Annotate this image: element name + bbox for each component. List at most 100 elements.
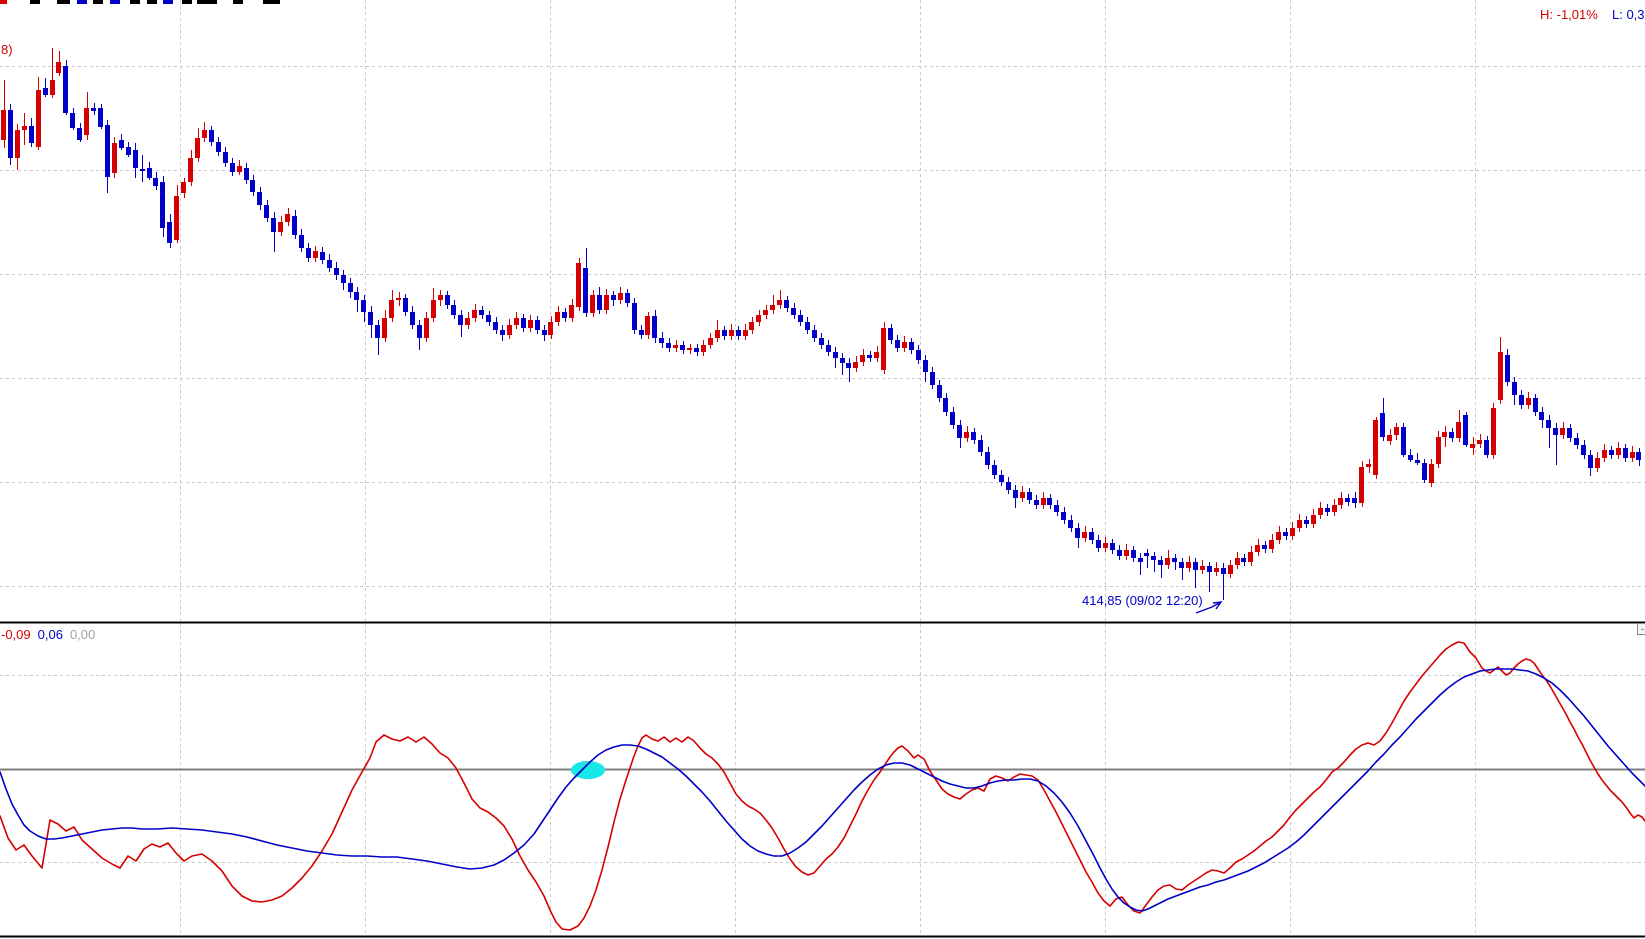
candle (361, 295, 366, 322)
candle (202, 122, 207, 142)
candle (722, 326, 727, 340)
candle (562, 308, 567, 322)
panel-collapse-button[interactable]: - (1637, 623, 1645, 635)
candle (299, 229, 304, 252)
candle (382, 310, 387, 342)
candle (1179, 558, 1184, 580)
candle (860, 349, 865, 366)
candle-body (1345, 498, 1350, 502)
candle-body (56, 62, 61, 73)
candle-body (1387, 435, 1392, 441)
candle-body (160, 182, 165, 228)
signal-value: 0,06 (37, 627, 63, 642)
candle-body (1422, 463, 1427, 480)
candle (334, 262, 339, 280)
candle-body (1366, 464, 1371, 467)
candle (1193, 558, 1198, 588)
candle (1248, 546, 1253, 566)
candle-body (1595, 458, 1600, 468)
candle-body (937, 385, 942, 398)
candle-body (1449, 432, 1454, 438)
candle (1519, 390, 1524, 409)
candle-body (909, 342, 914, 350)
candle-body (320, 252, 325, 260)
candle-body (1546, 420, 1551, 428)
candle (729, 324, 734, 340)
candle-body (1436, 437, 1441, 464)
candle-body (63, 66, 68, 113)
clipped-title-tail: 8) (1, 42, 13, 57)
candle (1630, 446, 1635, 462)
candle-body (853, 362, 858, 368)
candle-body (1089, 532, 1094, 540)
candle-body (1041, 498, 1046, 505)
candle (1255, 539, 1260, 556)
candle-body (1, 110, 6, 140)
candle-body (112, 143, 117, 173)
candle (659, 332, 664, 348)
candle-body (1020, 492, 1025, 498)
candle-body (354, 292, 359, 300)
candle (840, 353, 845, 375)
candle-body (133, 150, 138, 168)
candle (645, 312, 650, 339)
candle-body (1526, 398, 1531, 405)
candle (160, 176, 165, 237)
candle-body (978, 440, 983, 452)
candle (403, 294, 408, 316)
candle (1041, 492, 1046, 509)
candle (666, 338, 671, 352)
candle (1172, 554, 1177, 570)
candle-body (569, 305, 574, 318)
candle (348, 278, 353, 298)
candle (292, 210, 297, 239)
candle (1477, 434, 1482, 448)
candle-body (1616, 448, 1621, 455)
candle-body (431, 300, 436, 318)
candle-body (1512, 382, 1517, 395)
candle (916, 345, 921, 364)
candle (1505, 349, 1510, 386)
candle (590, 290, 595, 317)
candle (950, 407, 955, 429)
candle (805, 317, 810, 334)
candle (1290, 522, 1295, 540)
candle (1089, 528, 1094, 544)
candle (514, 312, 519, 329)
candle (195, 128, 200, 162)
candle (812, 325, 817, 342)
candle-body (943, 398, 948, 412)
candle (1131, 546, 1136, 562)
candle-body (438, 295, 443, 300)
candle (937, 380, 942, 402)
candle (895, 335, 900, 352)
low-annotation-arrowhead (1212, 601, 1223, 610)
candle (424, 312, 429, 342)
candle-body (1539, 412, 1544, 420)
candle-body (500, 330, 505, 335)
candle-body (535, 320, 540, 330)
candle-body (507, 325, 512, 335)
candle-body (659, 338, 664, 343)
candle-body (1054, 505, 1059, 512)
candle (576, 258, 581, 311)
candle-body (1394, 427, 1399, 435)
candle-body (77, 128, 82, 140)
candle (70, 108, 75, 130)
candle-body (1117, 550, 1122, 556)
candle-body (1027, 492, 1032, 500)
candle (368, 306, 373, 338)
candle (133, 143, 138, 178)
candle (181, 178, 186, 198)
candle (1539, 407, 1544, 428)
candle (777, 290, 782, 309)
candle (237, 160, 242, 175)
candle-body (389, 300, 394, 318)
candle-body (327, 260, 332, 268)
candle (1138, 553, 1143, 575)
candle-body (708, 338, 713, 345)
clipped-title-fragment (233, 0, 243, 4)
candle (1304, 516, 1309, 528)
